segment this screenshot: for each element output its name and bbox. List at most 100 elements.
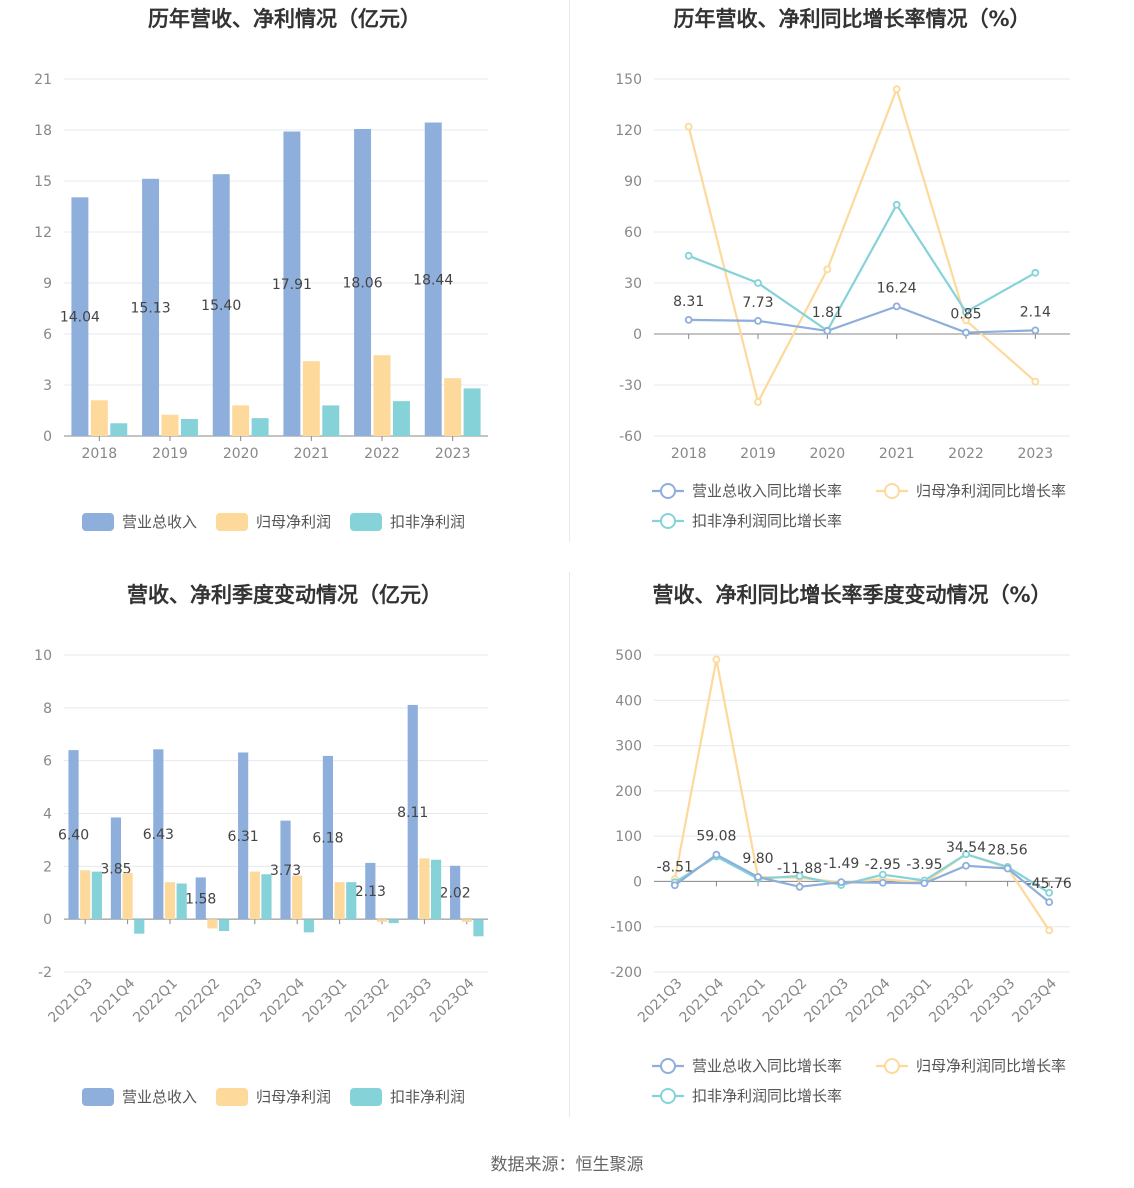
data-point — [823, 327, 832, 335]
y-tick-label: 9 — [43, 276, 52, 292]
data-point — [892, 85, 901, 94]
legend-item: 归母净利润 — [216, 1088, 331, 1106]
y-tick-label: -30 — [619, 378, 642, 394]
x-tick-label: 2018 — [82, 446, 118, 462]
legend-swatch-marker — [660, 483, 676, 499]
bar — [180, 419, 198, 436]
bar — [110, 817, 122, 920]
quarterly-revenue-profit-chart: 营收、净利季度变动情况（亿元） -2 0 2 4 6 8 10 2021Q3 2021Q4 2022… — [0, 572, 569, 1117]
x-tick-label: 2019 — [740, 446, 776, 462]
data-label: 6.40 — [58, 828, 89, 844]
legend-item: 扣非净利润同比增长率 — [652, 1087, 842, 1105]
x-tick-label: 2022Q1 — [718, 976, 769, 1027]
data-label: 2.02 — [440, 885, 471, 901]
data-point — [962, 316, 970, 325]
bar — [388, 919, 399, 924]
data-label: 59.08 — [696, 829, 736, 845]
data-point — [795, 872, 804, 880]
data-label: 3.73 — [270, 863, 301, 879]
bar — [280, 820, 291, 920]
x-tick-label: 2022Q4 — [843, 975, 894, 1026]
bar — [444, 378, 462, 436]
x-tick-label: 2023Q3 — [968, 976, 1019, 1027]
legend-swatch-marker — [660, 1088, 676, 1104]
bar — [249, 871, 260, 920]
bar — [91, 871, 102, 920]
x-tick-label: 2021Q3 — [45, 976, 96, 1027]
y-tick-label: 120 — [615, 123, 642, 139]
data-label: 18.44 — [413, 272, 453, 288]
chart-svg: 历年营收、净利同比增长率情况（%） -60 -30 0 30 60 90 120 150 2018… — [615, 7, 1070, 530]
legend-label: 营业总收入 — [122, 513, 197, 531]
bar — [232, 405, 250, 436]
y-tick-label: 0 — [43, 912, 52, 928]
bar — [134, 919, 145, 934]
x-tick-label: 2022 — [364, 446, 400, 462]
legend-label: 归母净利润 — [256, 513, 331, 531]
legend-swatch — [216, 1088, 248, 1106]
bar — [365, 862, 376, 920]
bar — [122, 872, 133, 920]
data-point — [920, 879, 929, 888]
legend-label: 营业总收入同比增长率 — [692, 1057, 842, 1075]
data-label: 2.14 — [1020, 304, 1051, 320]
x-tick-label: 2023Q2 — [926, 976, 977, 1027]
data-label: 17.91 — [272, 277, 312, 293]
data-point — [795, 882, 804, 891]
data-label: -45.76 — [1027, 876, 1072, 892]
series-line — [674, 853, 1050, 904]
series-line — [674, 853, 1050, 894]
y-tick-label: 12 — [34, 225, 52, 241]
data-label: 14.04 — [60, 310, 100, 326]
bar — [261, 874, 272, 920]
legend-swatch-marker — [884, 1058, 900, 1074]
legend-label: 归母净利润同比增长率 — [916, 1057, 1066, 1075]
legend-label: 扣非净利润 — [390, 513, 465, 531]
y-tick-label: 8 — [43, 701, 52, 717]
x-tick-label: 2020 — [810, 446, 846, 462]
data-label: 16.24 — [877, 280, 917, 296]
data-label: -2.95 — [865, 857, 901, 873]
data-label: 1.58 — [185, 891, 216, 907]
legend-item: 营业总收入同比增长率 — [652, 1057, 842, 1075]
chart-svg: 营收、净利同比增长率季度变动情况（%） -200 -100 0 100 200 300 400… — [610, 583, 1072, 1105]
y-tick-label: 3 — [43, 378, 52, 394]
data-label: 18.06 — [343, 275, 383, 291]
y-tick-label: -200 — [610, 965, 642, 981]
chart-svg: 历年营收、净利情况（亿元） 0 3 6 9 12 15 18 21 2018 2019 2020 202… — [34, 7, 488, 531]
legend-item: 营业总收入 — [82, 513, 197, 531]
legend-item: 扣非净利润 — [350, 513, 465, 531]
data-point — [1045, 888, 1054, 897]
bar — [218, 919, 230, 932]
x-tick-label: 2023Q3 — [385, 976, 436, 1027]
chart-title: 营收、净利同比增长率季度变动情况（%） — [652, 583, 1051, 607]
y-tick-label: -100 — [610, 920, 642, 936]
y-tick-label: 21 — [34, 72, 52, 88]
y-tick-label: -60 — [619, 429, 642, 445]
y-tick-label: 6 — [43, 754, 52, 770]
y-tick-label: 30 — [624, 276, 642, 292]
data-point — [837, 878, 846, 887]
bar — [450, 865, 461, 920]
legend-label: 营业总收入 — [122, 1088, 197, 1106]
bar — [283, 131, 301, 436]
data-label: 9.80 — [742, 851, 773, 867]
x-tick-label: 2022Q2 — [173, 976, 224, 1027]
bar — [302, 361, 320, 436]
data-label: 7.73 — [742, 295, 773, 311]
data-point — [1031, 377, 1040, 386]
data-label: -1.49 — [823, 856, 859, 872]
data-point — [1045, 898, 1054, 907]
legend-swatch — [350, 513, 382, 531]
x-tick-label: 2023Q2 — [342, 976, 393, 1027]
data-point — [878, 878, 887, 887]
legend-label: 归母净利润同比增长率 — [916, 482, 1066, 500]
x-tick-label: 2018 — [671, 446, 707, 462]
series-line — [688, 202, 1036, 333]
bar — [164, 882, 176, 920]
bar — [251, 418, 269, 436]
legend-item: 归母净利润同比增长率 — [876, 1057, 1066, 1075]
bar — [463, 388, 481, 436]
source-note: 数据来源：恒生聚源 — [490, 1155, 644, 1175]
chart-title: 营收、净利季度变动情况（亿元） — [127, 583, 442, 607]
